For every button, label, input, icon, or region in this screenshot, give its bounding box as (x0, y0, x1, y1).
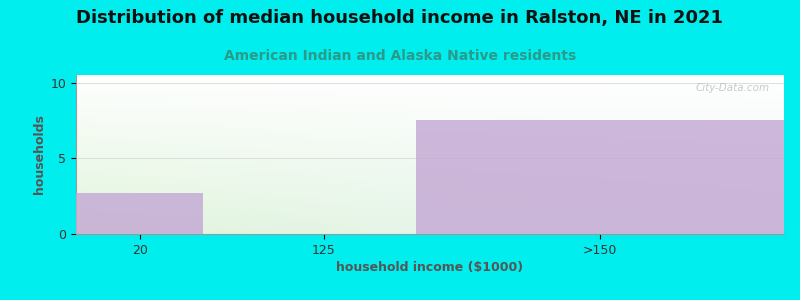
Text: City-Data.com: City-Data.com (696, 83, 770, 93)
Text: American Indian and Alaska Native residents: American Indian and Alaska Native reside… (224, 50, 576, 64)
Text: Distribution of median household income in Ralston, NE in 2021: Distribution of median household income … (77, 9, 723, 27)
Bar (416, 120, 784, 234)
Y-axis label: households: households (34, 115, 46, 194)
Bar (76, 193, 203, 234)
X-axis label: household income ($1000): household income ($1000) (337, 261, 523, 274)
